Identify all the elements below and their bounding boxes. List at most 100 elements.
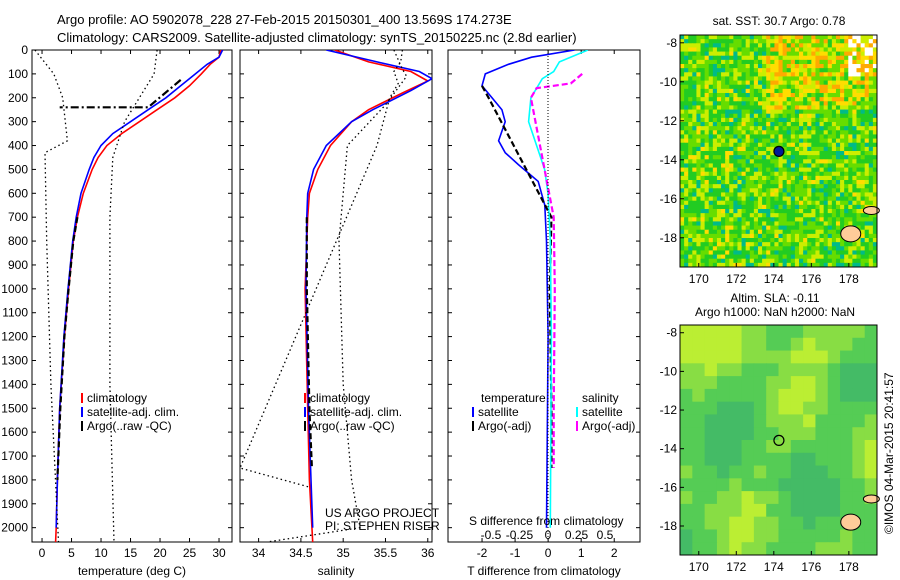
map-cell xyxy=(811,117,816,123)
map-cell xyxy=(704,64,710,69)
map-cell xyxy=(762,254,767,260)
map-cell xyxy=(848,221,853,227)
map-cell xyxy=(757,80,763,86)
map-cell xyxy=(807,76,812,82)
map-cell xyxy=(729,80,734,86)
map-cell xyxy=(848,250,853,256)
map-cell xyxy=(729,76,734,82)
map-cell xyxy=(815,440,829,454)
map-cell xyxy=(700,101,706,106)
map-cell xyxy=(708,225,714,231)
map-cell xyxy=(704,542,718,556)
map-cell xyxy=(844,122,849,127)
map-cell xyxy=(725,80,730,86)
map-cell xyxy=(774,258,779,264)
map-cell xyxy=(827,167,833,173)
map-cell xyxy=(680,258,685,264)
map-cell xyxy=(868,109,874,115)
sla-map-frame xyxy=(679,324,878,556)
map-cell xyxy=(811,238,816,243)
map-cell xyxy=(704,55,710,61)
map-cell xyxy=(688,146,693,152)
map-cell xyxy=(819,204,825,210)
map-cell xyxy=(770,204,775,210)
map-cell xyxy=(823,80,829,86)
map-cell xyxy=(794,175,800,181)
map-cell xyxy=(827,68,833,73)
map-cell xyxy=(712,117,718,123)
depth-tick-label: 600 xyxy=(8,186,28,200)
map-cell xyxy=(778,213,784,218)
map-cell xyxy=(749,175,755,181)
map-cell xyxy=(729,478,743,492)
map-cell xyxy=(782,72,788,77)
map-cell xyxy=(856,117,862,123)
map-cell xyxy=(725,113,730,119)
map-cell xyxy=(840,101,845,106)
map-cell xyxy=(741,51,747,57)
map-cell xyxy=(762,213,767,218)
map-cell xyxy=(692,64,697,69)
map-cell xyxy=(860,196,866,202)
map-cell xyxy=(868,134,874,140)
map-cell xyxy=(692,246,697,251)
map-cell xyxy=(745,188,751,193)
map-cell xyxy=(774,204,779,210)
map-cell xyxy=(762,47,767,53)
map-cell xyxy=(729,175,734,181)
map-cell xyxy=(827,130,833,135)
depth-tick-label: 2000 xyxy=(1,521,28,535)
map-cell xyxy=(716,238,722,243)
map-cell xyxy=(737,167,743,173)
map-cell xyxy=(803,200,808,206)
map-cell xyxy=(766,225,771,231)
map-cell xyxy=(733,76,738,82)
map-cell xyxy=(753,246,759,251)
map-cell xyxy=(745,39,751,44)
map-cell xyxy=(811,105,816,111)
map-cell xyxy=(799,213,804,218)
map-cell xyxy=(688,47,693,53)
map-cell xyxy=(856,180,862,185)
map-cell xyxy=(766,151,771,156)
map-cell xyxy=(766,72,771,77)
map-cell xyxy=(753,325,767,339)
map-cell xyxy=(733,47,738,53)
map-cell xyxy=(786,109,792,115)
map-cell xyxy=(712,233,718,239)
fiji-island xyxy=(840,513,862,531)
map-cell xyxy=(733,246,738,251)
map-cell xyxy=(794,209,800,214)
map-cell xyxy=(762,134,767,140)
difference-series-t-satellite xyxy=(481,50,575,528)
map-cell xyxy=(835,72,841,77)
map-cell xyxy=(716,221,722,227)
depth-tick-label: 200 xyxy=(8,91,28,105)
legend-label: satellite-adj. clim. xyxy=(87,405,179,419)
map-cell xyxy=(831,258,837,264)
map-cell xyxy=(741,134,747,140)
map-cell xyxy=(782,84,788,90)
map-cell xyxy=(766,88,771,94)
map-cell xyxy=(827,491,841,505)
map-cell xyxy=(684,155,689,160)
map-cell xyxy=(753,134,759,140)
map-cell xyxy=(721,204,726,210)
map-cell xyxy=(745,209,751,214)
map-cell xyxy=(799,93,804,98)
depth-tick-label: 100 xyxy=(8,67,28,81)
map-cell xyxy=(831,130,837,135)
map-cell xyxy=(696,175,702,181)
map-cell xyxy=(774,64,779,69)
map-cell xyxy=(819,159,825,164)
map-cell xyxy=(692,39,697,44)
map-cell xyxy=(790,427,804,441)
map-cell xyxy=(786,213,792,218)
map-cell xyxy=(737,101,743,106)
map-cell xyxy=(811,146,816,152)
map-cell xyxy=(803,88,808,94)
map-cell xyxy=(827,221,833,227)
map-cell xyxy=(819,192,825,198)
map-cell xyxy=(794,64,800,69)
map-cell xyxy=(856,151,862,156)
